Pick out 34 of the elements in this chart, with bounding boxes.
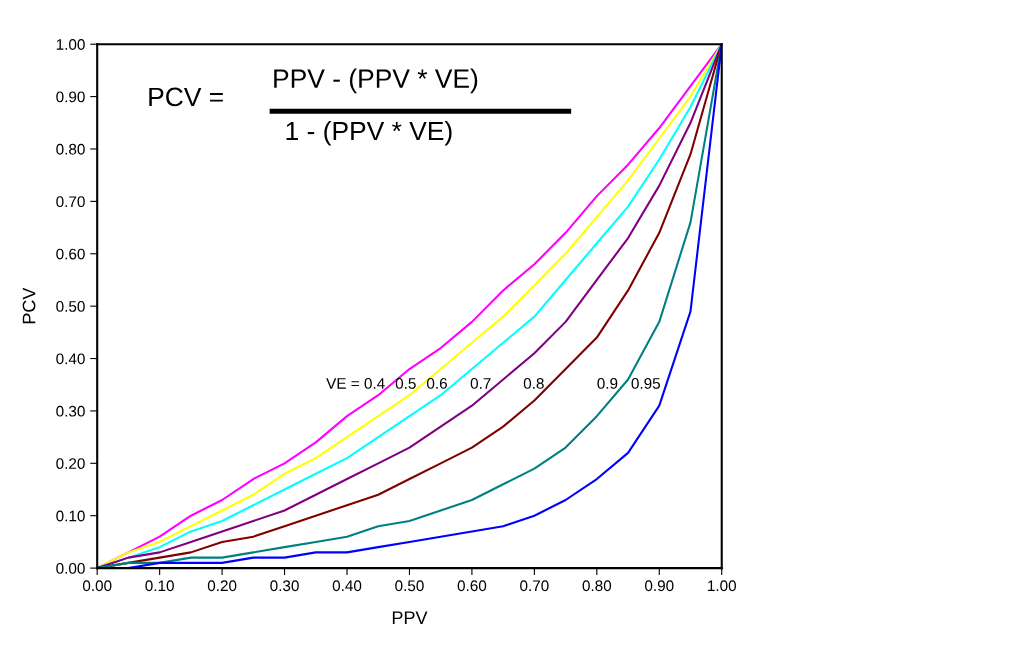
- series-label: 0.8: [523, 378, 544, 389]
- x-tick-label: 0.30: [270, 580, 299, 592]
- y-tick-label: 0.00: [56, 562, 85, 574]
- y-tick-label: 0.90: [56, 91, 85, 103]
- y-tick-label: 0.30: [56, 405, 85, 417]
- x-tick-label: 0.80: [582, 580, 612, 592]
- y-tick-label: 0.60: [56, 248, 85, 260]
- series-label: 0.95: [631, 378, 661, 389]
- annotation: PPV - (PPV * VE): [274, 68, 478, 94]
- y-tick-label: 1.00: [56, 39, 85, 50]
- y-tick-label: 0.70: [56, 196, 85, 208]
- x-tick-label: 0.60: [457, 580, 487, 592]
- y-tick-label: 0.10: [56, 510, 85, 522]
- x-tick-label: 0.20: [207, 580, 237, 592]
- y-tick-label: 0.20: [56, 458, 85, 470]
- y-tick-label: 0.80: [56, 143, 85, 155]
- annotation: 1 - (PPV * VE): [286, 120, 452, 146]
- y-axis-title: PCV: [22, 287, 36, 324]
- x-axis-title: PPV: [392, 611, 428, 624]
- x-tick-label: 0.00: [82, 580, 112, 592]
- series-label: VE = 0.4: [326, 378, 385, 389]
- x-tick-label: 0.10: [145, 580, 174, 592]
- x-tick-label: 0.50: [395, 580, 424, 592]
- y-tick-label: 0.50: [56, 301, 85, 312]
- y-tick-label: 0.40: [56, 353, 85, 365]
- x-tick-label: 0.90: [645, 580, 674, 592]
- x-tick-label: 1.00: [708, 580, 736, 592]
- series-label: 0.6: [426, 378, 447, 389]
- series-label: 0.5: [395, 378, 416, 389]
- annotation: PCV =: [149, 87, 223, 107]
- series-label: 0.9: [597, 378, 618, 389]
- x-tick-label: 0.70: [520, 580, 549, 592]
- x-tick-label: 0.40: [332, 580, 362, 592]
- series-label: 0.7: [470, 378, 491, 389]
